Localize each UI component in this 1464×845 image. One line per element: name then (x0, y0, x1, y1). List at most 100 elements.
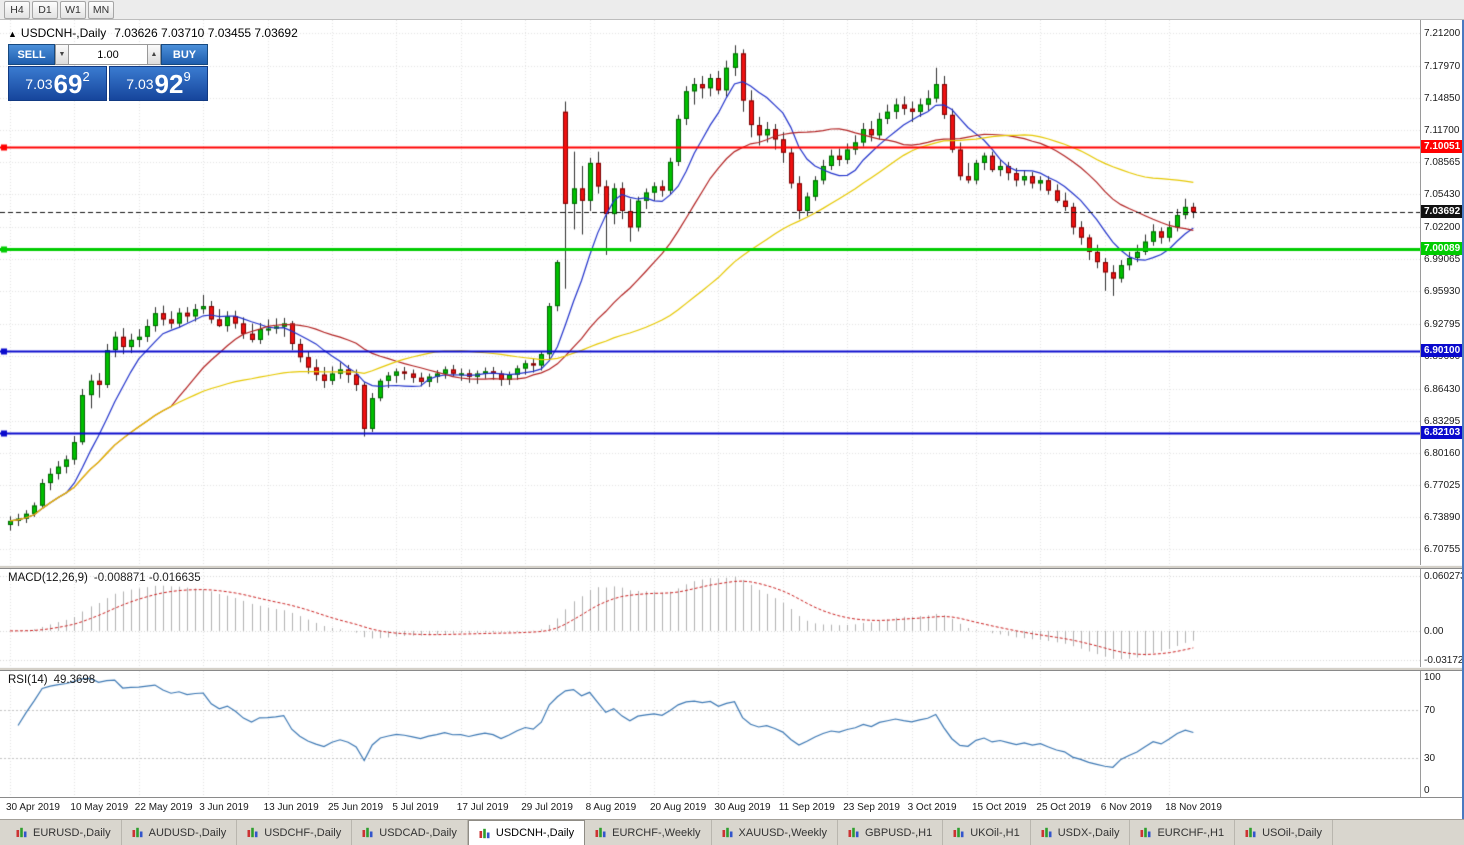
date-label: 30 Apr 2019 (6, 802, 60, 813)
period-button-mn[interactable]: MN (88, 0, 114, 19)
chart-tab-usdcnh-daily[interactable]: USDCNH-,Daily (467, 820, 586, 845)
chart-tab-label: UKOil-,H1 (970, 826, 1020, 839)
chart-icon (595, 827, 607, 838)
price-tick: 7.11700 (1424, 125, 1460, 137)
pane-splitter[interactable] (0, 565, 1464, 569)
chart-tab-eurusd-daily[interactable]: EURUSD-,Daily (6, 820, 122, 845)
sell-button[interactable]: SELL (8, 44, 55, 65)
sell-price-big: 69 (53, 68, 83, 99)
hline-price-label: 7.00089 (1421, 241, 1464, 255)
bid-price-label: 7.03692 (1421, 205, 1464, 219)
buy-price-small: 7.03 (126, 75, 154, 92)
price-tick: 6.80160 (1424, 447, 1461, 459)
chart-icon (953, 827, 965, 838)
price-tick: 6.99065 (1424, 254, 1461, 266)
date-label: 3 Jun 2019 (199, 802, 249, 813)
macd-title: MACD(12,26,9) -0.008871 -0.016635 (8, 572, 201, 584)
chart-icon (1041, 827, 1053, 838)
spin-up-icon: ▲ (150, 51, 158, 58)
macd-title-label: MACD(12,26,9) (8, 572, 88, 584)
rsi-canvas[interactable] (0, 671, 1420, 797)
date-label: 11 Sep 2019 (778, 802, 835, 813)
chart-tab-gbpusd-h1[interactable]: GBPUSD-,H1 (838, 820, 944, 845)
rsi-axis[interactable]: 100 70 30 0 (1420, 671, 1464, 797)
date-axis[interactable]: 30 Apr 2019 10 May 2019 22 May 2019 3 Jun 2… (0, 797, 1464, 819)
chart-tab-usdx-daily[interactable]: USDX-,Daily (1031, 820, 1131, 845)
macd-axis-label: 0.00 (1424, 625, 1444, 637)
volume-increase-button[interactable]: ▲ (147, 44, 161, 65)
price-tick: 6.70755 (1424, 544, 1461, 555)
date-label: 23 Sep 2019 (843, 802, 900, 813)
price-tick: 6.83295 (1424, 415, 1461, 427)
price-tick: 7.21200 (1424, 28, 1461, 39)
price-axis[interactable]: 7.21200 7.17970 7.14850 7.11700 7.08565 7.054… (1420, 20, 1464, 565)
volume-decrease-button[interactable]: ▼ (55, 44, 69, 65)
chart-tab-eurchf-weekly[interactable]: EURCHF-,Weekly (585, 820, 712, 845)
price-tick: 6.77025 (1424, 479, 1461, 491)
chart-tab-xauusd-weekly[interactable]: XAUUSD-,Weekly (712, 820, 838, 845)
spin-down-icon: ▼ (58, 51, 66, 58)
chart-tab-usdchf-daily[interactable]: USDCHF-,Daily (237, 820, 353, 845)
price-tick: 7.05430 (1424, 189, 1461, 201)
chart-symbol-label: USDCNH-,Daily (20, 26, 107, 40)
date-label: 13 Jun 2019 (263, 802, 319, 813)
chart-tab-label: USDCHF-,Daily (264, 826, 342, 839)
sell-price-display[interactable]: 7.03 69 2 (8, 66, 107, 101)
date-label: 10 May 2019 (70, 802, 129, 813)
rsi-title-label: RSI(14) (8, 674, 48, 686)
chart-tab-bar: EURUSD-,Daily AUDUSD-,Daily USDCHF-,Daily U… (0, 819, 1464, 845)
date-label: 6 Nov 2019 (1100, 802, 1152, 813)
chart-tab-label: XAUUSD-,Weekly (738, 826, 827, 839)
macd-canvas[interactable] (0, 569, 1420, 667)
chart-icon (362, 827, 374, 838)
chart-tab-label: USOil-,Daily (1262, 826, 1322, 839)
chart-tab-label: USDX-,Daily (1057, 826, 1120, 839)
chart-tab-usdcad-daily[interactable]: USDCAD-,Daily (352, 820, 468, 845)
buy-price-display[interactable]: 7.03 92 9 (109, 66, 208, 101)
price-tick: 7.02200 (1424, 222, 1461, 234)
chart-tab-label: EURUSD-,Daily (33, 826, 111, 839)
period-button-d1[interactable]: D1 (32, 0, 58, 19)
chart-tab-usoil-daily[interactable]: USOil-,Daily (1235, 820, 1333, 845)
rsi-title: RSI(14) 49.3698 (8, 674, 95, 686)
pane-splitter[interactable] (0, 667, 1464, 671)
rsi-axis-label: 100 (1424, 672, 1441, 683)
date-label: 5 Jul 2019 (392, 802, 439, 813)
price-tick: 6.95930 (1424, 286, 1461, 298)
chart-icon (479, 828, 491, 839)
macd-pane: MACD(12,26,9) -0.008871 -0.016635 0.06027… (0, 569, 1464, 667)
chart-tab-label: USDCAD-,Daily (379, 826, 457, 839)
rsi-axis-label: 70 (1424, 705, 1436, 717)
chart-tab-label: EURCHF-,Weekly (612, 826, 701, 839)
hline-price-label: 7.10051 (1421, 140, 1464, 154)
price-chart-canvas[interactable] (0, 20, 1420, 565)
chart-title: ▲ USDCNH-,Daily 7.03626 7.03710 7.03455 7.… (8, 26, 298, 40)
date-label: 30 Aug 2019 (714, 802, 771, 813)
date-label: 25 Jun 2019 (328, 802, 384, 813)
one-click-collapse-icon[interactable]: ▲ (8, 29, 17, 39)
buy-button[interactable]: BUY (161, 44, 208, 65)
macd-values: -0.008871 -0.016635 (93, 572, 201, 584)
date-label: 15 Oct 2019 (972, 802, 1027, 813)
chart-icon (722, 827, 734, 838)
period-button-w1[interactable]: W1 (60, 0, 86, 19)
volume-input[interactable] (69, 44, 147, 65)
period-button-h4[interactable]: H4 (4, 0, 30, 19)
chart-icon (247, 827, 259, 838)
chart-icon (132, 827, 144, 838)
chart-tab-ukoil-h1[interactable]: UKOil-,H1 (943, 820, 1031, 845)
chart-tab-audusd-daily[interactable]: AUDUSD-,Daily (122, 820, 238, 845)
chart-tab-eurchf-h1[interactable]: EURCHF-,H1 (1130, 820, 1236, 845)
date-label: 25 Oct 2019 (1036, 802, 1091, 813)
price-chart-pane: ▲ USDCNH-,Daily 7.03626 7.03710 7.03455 7.… (0, 20, 1464, 565)
price-tick: 7.17970 (1424, 61, 1461, 73)
chart-icon (1245, 827, 1257, 838)
date-label: 18 Nov 2019 (1165, 802, 1222, 813)
rsi-axis-label: 30 (1424, 752, 1436, 764)
sell-price-sup: 2 (82, 69, 90, 84)
macd-axis[interactable]: 0.060273 0.00 -0.031725 (1420, 569, 1464, 667)
chart-icon (16, 827, 28, 838)
hline-price-label: 6.82103 (1421, 425, 1464, 439)
